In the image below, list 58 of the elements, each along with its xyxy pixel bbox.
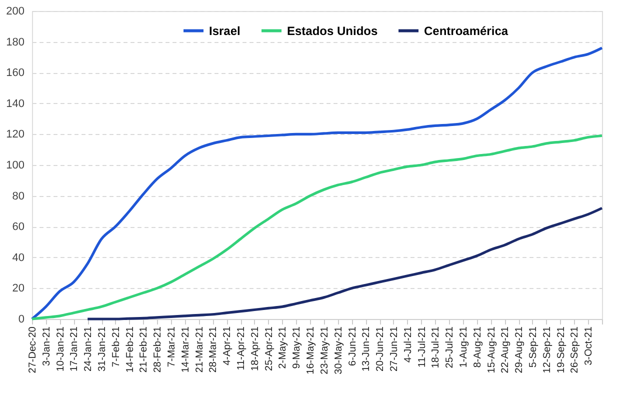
line-series <box>30 134 604 320</box>
x-tick-label: 28-Mar-21 <box>208 326 220 373</box>
x-tick-label: 14-Mar-21 <box>180 326 192 373</box>
legend-label: Centroamérica <box>424 24 508 38</box>
x-tick-label: 8-Aug-21 <box>472 326 484 368</box>
x-tick-label: 28-Feb-21 <box>152 326 164 373</box>
x-tick-label: 5-Sep-21 <box>528 326 539 368</box>
x-tick-label: 26-Sep-21 <box>570 326 581 374</box>
x-tick-label: 10-Jan-21 <box>55 326 66 372</box>
x-tick-label: 27-Jun-21 <box>388 326 400 372</box>
y-tick-label: 20 <box>12 282 24 295</box>
y-tick-label: 160 <box>6 67 24 80</box>
x-tick-label: 25-Jul-21 <box>444 326 456 368</box>
y-tick-label: 180 <box>6 36 24 48</box>
x-tick-label: 3-Oct-21 <box>584 326 595 366</box>
x-tick-label: 30-May-21 <box>333 326 344 374</box>
y-tick-label: 100 <box>6 160 24 172</box>
legend-label: Estados Unidos <box>287 24 378 38</box>
x-tick-label: 9-May-21 <box>292 326 303 369</box>
y-tick-label: 140 <box>6 98 24 110</box>
x-tick-label: 7-Mar-21 <box>166 326 178 368</box>
y-tick-label: 40 <box>12 252 24 264</box>
x-tick-label: 21-Feb-21 <box>138 326 150 373</box>
x-tick-label: 11-Apr-21 <box>236 326 248 370</box>
legend-label: Israel <box>209 24 240 38</box>
y-tick-label: 200 <box>6 6 24 18</box>
x-tick-label: 24-Jan-21 <box>83 326 94 372</box>
x-tick-label: 16-May-21 <box>306 326 317 374</box>
x-tick-label: 18-Jul-21 <box>430 326 442 368</box>
x-tick-label: 15-Aug-21 <box>486 326 498 374</box>
y-tick-label: 80 <box>12 190 24 202</box>
x-tick-label: 22-Aug-21 <box>500 326 512 374</box>
x-tick-label: 1-Aug-21 <box>458 326 470 368</box>
x-tick-label: 4-Jul-21 <box>402 326 414 363</box>
x-tick-label: 31-Jan-21 <box>97 326 108 372</box>
x-tick-label: 6-Jun-21 <box>347 326 358 366</box>
x-tick-label: 20-Jun-21 <box>375 326 386 372</box>
x-tick-label: 19-Sep-21 <box>556 326 567 374</box>
x-tick-label: 2-May-21 <box>278 326 289 369</box>
x-tick-label: 29-Aug-21 <box>514 326 526 374</box>
x-tick-label: 12-Sep-21 <box>542 326 553 374</box>
x-tick-label: 3-Jan-21 <box>41 326 52 366</box>
x-tick-label: 4-Apr-21 <box>222 326 234 366</box>
x-tick-label: 23-May-21 <box>319 326 330 374</box>
x-tick-label: 17-Jan-21 <box>69 326 80 372</box>
x-tick-label: 7-Feb-21 <box>110 326 122 368</box>
y-tick-label: 120 <box>6 128 24 141</box>
x-tick-label: 13-Jun-21 <box>361 326 372 372</box>
y-tick-label: 60 <box>12 221 24 234</box>
line-series <box>86 206 604 320</box>
x-tick-label: 18-Apr-21 <box>250 326 261 371</box>
x-tick-label: 27-Dec-20 <box>28 326 38 374</box>
y-tick-label: 0 <box>18 314 24 326</box>
x-tick-label: 11-Jul-21 <box>416 326 428 368</box>
x-tick-label: 14-Feb-21 <box>124 326 136 373</box>
x-tick-label: 21-Mar-21 <box>194 326 206 373</box>
x-tick-label: 25-Apr-21 <box>264 326 275 371</box>
line-series <box>30 46 604 320</box>
